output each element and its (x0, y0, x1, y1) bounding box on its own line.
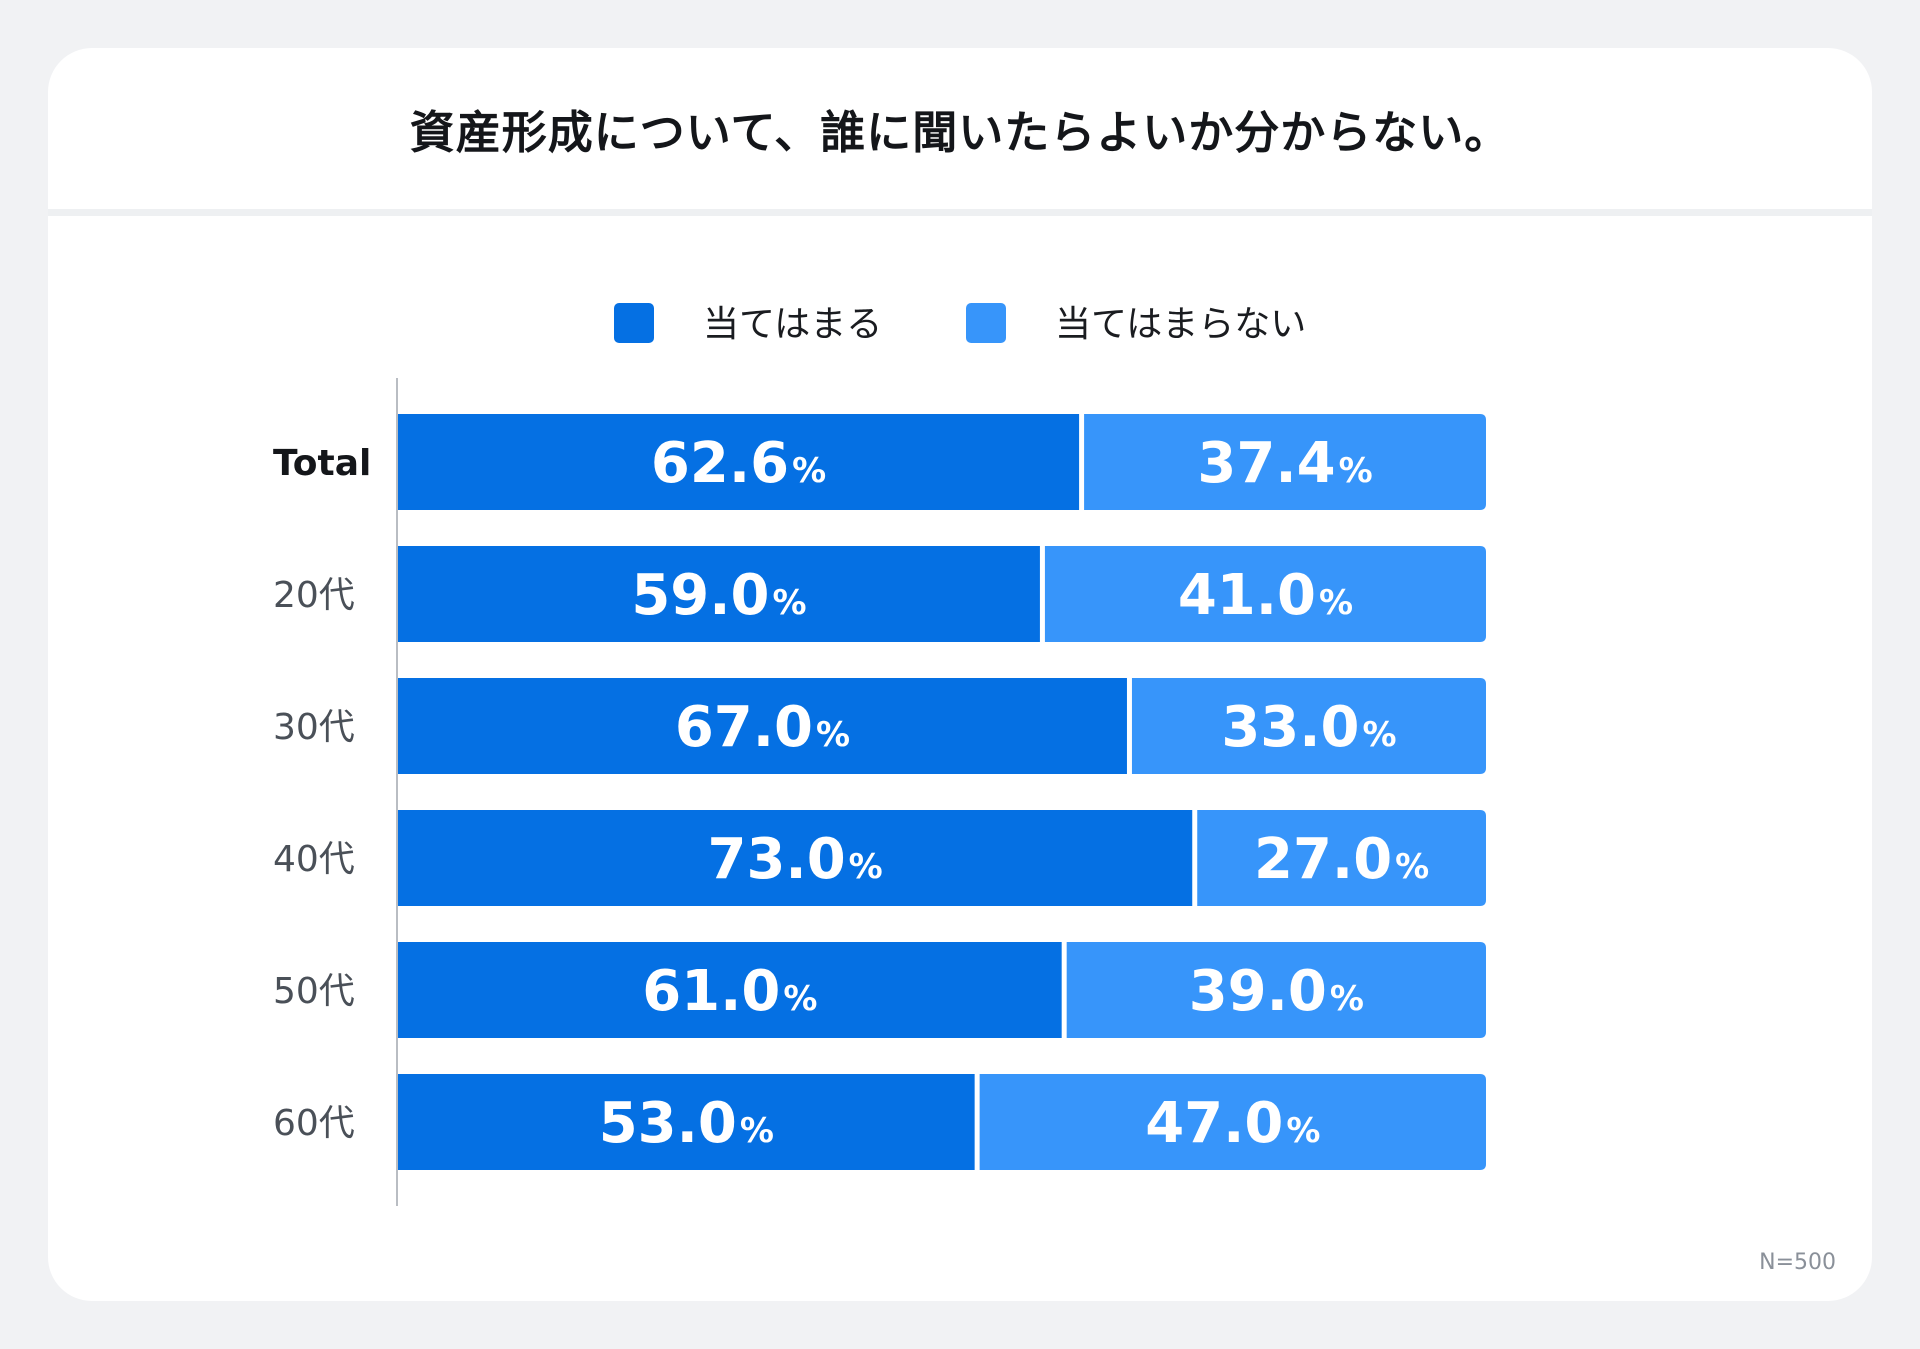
bar-segment (1131, 678, 1486, 774)
bar-segment (398, 414, 1080, 510)
data-label: 39.0% (1189, 959, 1364, 1024)
legend-swatch-1 (614, 303, 654, 343)
data-label: 67.0% (675, 695, 850, 760)
data-label: 59.0% (631, 563, 806, 628)
title-area: 資産形成について、誰に聞いたらよいか分からない。 (48, 48, 1872, 209)
bar-segment (398, 810, 1193, 906)
data-label: 27.0% (1254, 827, 1429, 892)
data-label: 53.0% (599, 1091, 774, 1156)
data-label: 47.0% (1145, 1091, 1320, 1156)
data-label: 33.0% (1221, 695, 1396, 760)
legend-swatch-2 (966, 303, 1006, 343)
bar-segment (1197, 810, 1486, 906)
bar-segment (1084, 414, 1486, 510)
category-label: 60代 (273, 1103, 355, 1144)
chart-title: 資産形成について、誰に聞いたらよいか分からない。 (409, 106, 1511, 159)
bar-segment (398, 942, 1062, 1038)
data-label: 41.0% (1178, 563, 1353, 628)
data-label: 73.0% (707, 827, 882, 892)
bar-segment (979, 1074, 1486, 1170)
bar-segment (1044, 546, 1486, 642)
data-label: 37.4% (1197, 431, 1372, 496)
legend-label-1: 当てはまる (703, 304, 882, 345)
category-label: 20代 (273, 575, 355, 616)
category-label: Total (273, 443, 371, 484)
chart-card: 資産形成について、誰に聞いたらよいか分からない。 当てはまる 当てはまらない Tot… (48, 48, 1872, 1301)
category-label: 50代 (273, 971, 355, 1012)
data-label: 61.0% (642, 959, 817, 1024)
data-label: 62.6% (651, 431, 826, 496)
bar-segment (398, 678, 1127, 774)
bar-chart: 当てはまる 当てはまらない Total 62.6% 37.4% 20代 59.0% 41.0%… (273, 303, 1486, 1206)
category-label: 30代 (273, 707, 355, 748)
bar-segment (1066, 942, 1486, 1038)
category-label: 40代 (273, 839, 355, 880)
bar-segment (398, 1074, 975, 1170)
legend-label-2: 当てはまらない (1055, 304, 1306, 345)
bar-segment (398, 546, 1040, 642)
sample-size-note: N=500 (1759, 1250, 1836, 1275)
title-divider (48, 209, 1872, 216)
